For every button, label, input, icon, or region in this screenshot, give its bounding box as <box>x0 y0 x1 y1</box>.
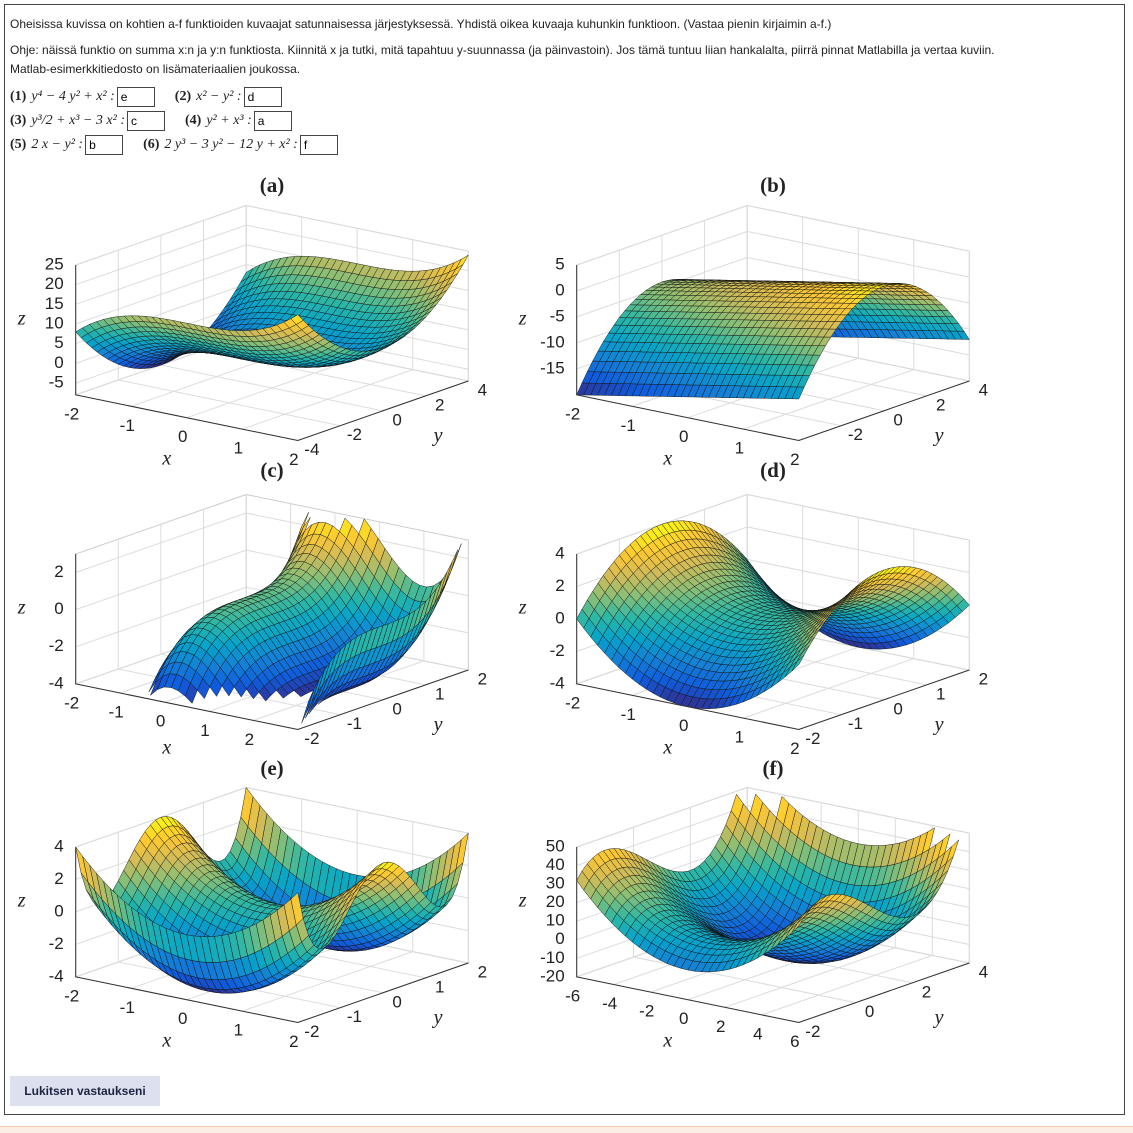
formula: x² − y² : <box>196 89 241 105</box>
formula: y² + x³ : <box>206 113 251 129</box>
question-row: (5) 2 x − y² : (6) 2 y³ − 3 y² − 12 y + x² … <box>10 133 358 157</box>
answer-input[interactable] <box>127 111 165 131</box>
question-number: (3) <box>10 113 26 129</box>
answer-input[interactable] <box>244 87 282 107</box>
intro: Oheisissa kuvissa on kohtien a-f funktio… <box>10 17 831 31</box>
question-number: (1) <box>10 89 26 105</box>
question-frame <box>4 4 1125 1115</box>
answer-input[interactable] <box>300 135 338 155</box>
formula: 2 y³ − 3 y² − 12 y + x² : <box>164 137 297 153</box>
instructions: Matlab-esimerkkitiedosto on lisämateriaa… <box>10 62 300 76</box>
instructions: Ohje: näissä funktio on summa x:n ja y:n… <box>10 43 995 57</box>
answer-input[interactable] <box>85 135 123 155</box>
question-row: (3) y³/2 + x³ − 3 x² : (4) y² + x³ : <box>10 109 312 133</box>
formula: y⁴ − 4 y² + x² : <box>31 89 114 105</box>
question-number: (4) <box>185 113 201 129</box>
formula: 2 x − y² : <box>31 137 83 153</box>
answer-input[interactable] <box>254 111 292 131</box>
question-number: (2) <box>175 89 191 105</box>
question-row: (1) y⁴ − 4 y² + x² : (2) x² − y² : <box>10 85 302 109</box>
question-number: (5) <box>10 137 26 153</box>
question-number: (6) <box>143 137 159 153</box>
answer-input[interactable] <box>117 87 155 107</box>
formula: y³/2 + x³ − 3 x² : <box>31 113 125 129</box>
